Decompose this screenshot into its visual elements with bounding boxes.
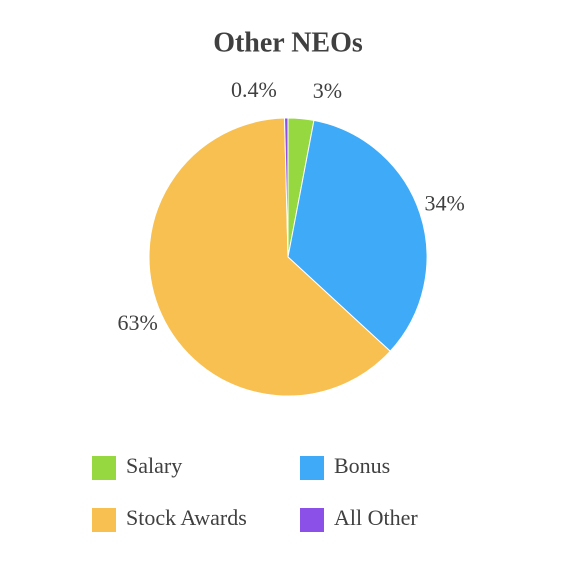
legend-label: Salary [126, 453, 182, 478]
data-label: 34% [425, 190, 465, 215]
legend-swatch [300, 508, 324, 532]
pie-slice [287, 119, 428, 352]
legend-label: All Other [334, 505, 418, 530]
chart-title: Other NEOs [213, 27, 363, 58]
data-label: 3% [313, 78, 342, 103]
pie-slice [284, 117, 289, 258]
legend-swatch [92, 508, 116, 532]
legend-label: Stock Awards [126, 505, 247, 530]
data-label: 0.4% [231, 77, 277, 102]
legend-swatch [300, 456, 324, 480]
data-label: 63% [118, 310, 158, 335]
pie-slice [148, 117, 391, 397]
legend-label: Bonus [334, 453, 390, 478]
legend-swatch [92, 456, 116, 480]
